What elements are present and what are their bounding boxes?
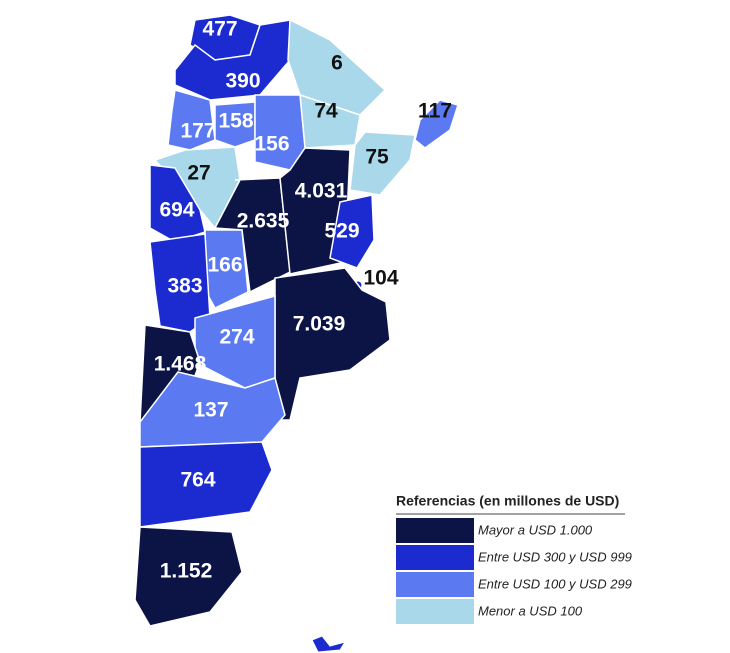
legend-swatch	[396, 518, 474, 543]
value-label: 177	[180, 120, 215, 143]
value-label: 1.468	[154, 353, 207, 376]
province	[414, 99, 459, 149]
legend: Mayor a USD 1.000 Entre USD 300 y USD 999…	[396, 518, 632, 624]
legend-swatch	[396, 545, 474, 570]
value-label: 158	[218, 110, 253, 133]
value-label: 390	[225, 70, 260, 93]
province	[214, 101, 256, 148]
legend-swatch	[396, 572, 474, 597]
tierra-del-fuego	[311, 635, 347, 653]
legend-swatch	[396, 599, 474, 624]
legend-label: Entre USD 100 y USD 299	[478, 576, 632, 591]
value-label: 274	[219, 326, 254, 349]
value-label: 764	[180, 469, 215, 492]
value-label: 4.031	[295, 180, 348, 203]
legend-label: Entre USD 300 y USD 999	[478, 549, 632, 564]
province	[139, 371, 286, 448]
province	[134, 526, 243, 627]
value-label: 156	[254, 133, 289, 156]
province	[139, 441, 273, 528]
value-label: 694	[159, 199, 194, 222]
value-label: 166	[207, 254, 242, 277]
value-label: 383	[167, 275, 202, 298]
value-label: 6	[331, 52, 343, 75]
value-label: 104	[363, 267, 398, 290]
value-label: 477	[202, 18, 237, 41]
value-label: 7.039	[293, 313, 346, 336]
value-label: 117	[418, 100, 452, 123]
value-label: 75	[365, 146, 389, 169]
value-label: 2.635	[237, 210, 290, 233]
legend-label: Menor a USD 100	[478, 603, 583, 618]
value-label: 27	[187, 162, 210, 185]
value-label: 529	[324, 220, 359, 243]
value-label: 74	[314, 100, 338, 123]
province	[349, 131, 416, 196]
province	[329, 194, 375, 269]
legend-label: Mayor a USD 1.000	[478, 522, 593, 537]
value-label: 137	[193, 399, 228, 422]
value-label: 1.152	[160, 560, 213, 583]
province	[274, 267, 391, 421]
legend-title: Referencias (en millones de USD)	[396, 493, 619, 509]
provinces	[134, 14, 459, 653]
